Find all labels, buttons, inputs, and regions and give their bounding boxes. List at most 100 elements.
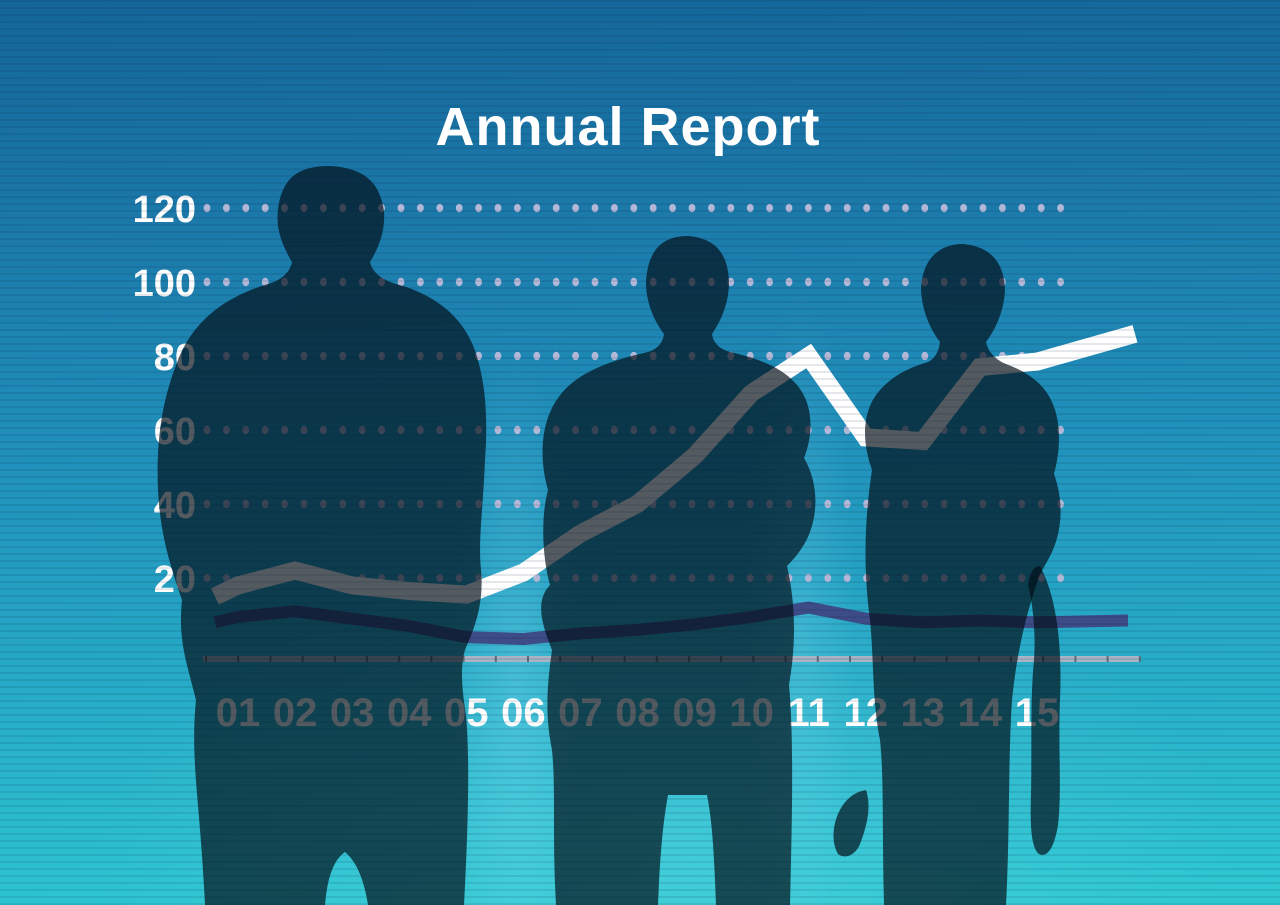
grid-dot	[843, 573, 851, 583]
ruler-tick	[816, 656, 819, 662]
businessman-left-silhouette	[157, 166, 487, 905]
grid-dot	[455, 277, 463, 287]
y-axis-label: 100	[133, 263, 196, 305]
grid-dot	[514, 425, 521, 435]
grid-dot	[533, 425, 541, 435]
businesswoman-right-silhouette	[865, 244, 1061, 905]
grid-dot	[882, 203, 890, 213]
grid-dot	[785, 277, 793, 287]
grid-dot	[417, 277, 424, 287]
grid-dot	[824, 203, 832, 213]
grid-dot	[921, 351, 929, 361]
grid-dot	[824, 277, 832, 287]
grid-dot	[572, 203, 579, 213]
x-axis-label: 06	[501, 691, 546, 735]
grid-dot	[552, 203, 560, 213]
grid-dot	[902, 277, 909, 287]
grid-dot	[824, 499, 832, 509]
ruler-tick	[462, 656, 465, 662]
grid-dot	[824, 425, 832, 435]
grid-dot	[436, 203, 444, 213]
grid-dot	[572, 351, 579, 361]
grid-dot	[805, 203, 812, 213]
grid-dot	[882, 351, 890, 361]
ruler-tick	[494, 656, 497, 662]
grid-dot	[1057, 277, 1064, 287]
grid-dot	[979, 203, 987, 213]
grid-dot	[397, 203, 405, 213]
grid-dot	[1018, 277, 1026, 287]
businesswoman-hand-silhouette	[833, 790, 869, 857]
grid-dot	[863, 351, 870, 361]
grid-dot	[417, 203, 424, 213]
grid-dot	[552, 277, 560, 287]
grid-dot	[533, 499, 541, 509]
grid-dot	[533, 203, 541, 213]
businessman-center-silhouette	[541, 236, 816, 905]
grid-dot	[999, 203, 1006, 213]
grid-dot	[766, 203, 773, 213]
grid-dot	[766, 277, 773, 287]
grid-dot	[708, 203, 715, 213]
grid-dot	[1018, 203, 1026, 213]
grid-dot	[455, 203, 463, 213]
grid-dot	[203, 277, 211, 287]
grid-dot	[397, 277, 405, 287]
ruler-tick	[849, 656, 851, 662]
grid-dot	[630, 277, 638, 287]
grid-dot	[494, 499, 502, 509]
grid-dot	[1057, 425, 1064, 435]
grid-dot	[494, 277, 502, 287]
grid-dot	[261, 203, 269, 213]
grid-dot	[766, 351, 773, 361]
businesswoman-arm-silhouette	[1028, 566, 1061, 855]
grid-dot	[1037, 203, 1045, 213]
grid-dot	[669, 203, 676, 213]
grid-dot	[572, 277, 579, 287]
grid-dot	[843, 351, 851, 361]
ruler-tick	[1138, 656, 1141, 662]
grid-dot	[1057, 203, 1064, 213]
ruler-tick	[1074, 656, 1077, 662]
grid-dot	[514, 499, 521, 509]
grid-dot	[203, 203, 211, 213]
grid-dot	[921, 203, 929, 213]
grid-dot	[902, 351, 909, 361]
y-axis-label: 120	[133, 189, 196, 231]
grid-dot	[805, 277, 812, 287]
page-title: Annual Report	[435, 97, 821, 157]
grid-dot	[533, 351, 541, 361]
grid-dot	[475, 277, 482, 287]
grid-dot	[1037, 277, 1045, 287]
grid-dot	[591, 203, 599, 213]
grid-dot	[242, 277, 250, 287]
grid-dot	[824, 573, 832, 583]
grid-dot	[805, 573, 812, 583]
grid-dot	[824, 351, 832, 361]
grid-dot	[611, 203, 618, 213]
grid-dot	[882, 277, 890, 287]
grid-dot	[494, 203, 502, 213]
grid-dot	[494, 425, 502, 435]
grid-dot	[611, 351, 618, 361]
grid-dot	[630, 203, 638, 213]
grid-dot	[843, 277, 851, 287]
grid-dot	[514, 203, 521, 213]
grid-dot	[688, 203, 696, 213]
ruler-tick	[527, 656, 529, 662]
grid-dot	[902, 203, 909, 213]
grid-dot	[863, 277, 870, 287]
grid-dot	[960, 203, 967, 213]
grid-dot	[475, 203, 482, 213]
grid-dot	[494, 351, 502, 361]
grid-dot	[591, 351, 599, 361]
grid-dot	[591, 277, 599, 287]
grid-dot	[242, 203, 250, 213]
grid-dot	[843, 203, 851, 213]
x-axis-label: 11	[788, 691, 830, 735]
grid-dot	[843, 499, 851, 509]
silhouette-figures	[157, 166, 1061, 905]
grid-dot	[514, 351, 521, 361]
